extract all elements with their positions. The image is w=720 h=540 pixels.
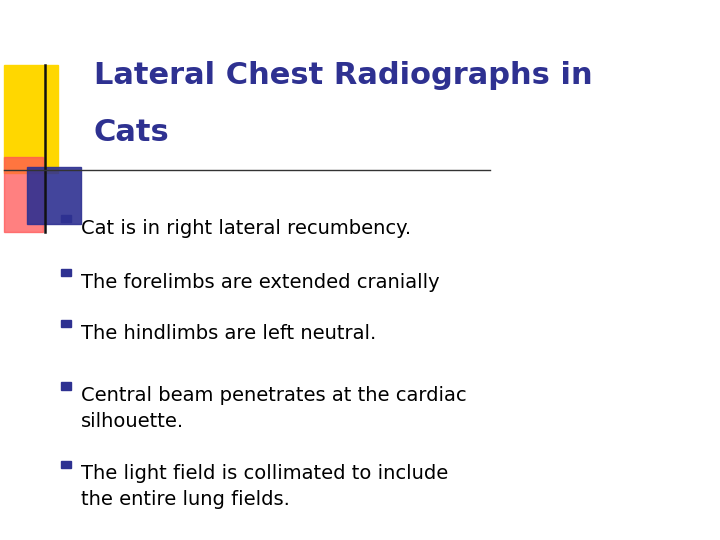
Text: The hindlimbs are left neutral.: The hindlimbs are left neutral. [81, 324, 376, 343]
Bar [61, 215, 71, 222]
Bar [4, 65, 58, 173]
Bar [4, 157, 43, 232]
Text: The forelimbs are extended cranially: The forelimbs are extended cranially [81, 273, 439, 292]
Text: Central beam penetrates at the cardiac
silhouette.: Central beam penetrates at the cardiac s… [81, 386, 467, 431]
Text: Cat is in right lateral recumbency.: Cat is in right lateral recumbency. [81, 219, 411, 238]
Bar [61, 461, 71, 468]
Text: Lateral Chest Radiographs in: Lateral Chest Radiographs in [94, 61, 593, 90]
Bar [27, 167, 81, 224]
Bar [61, 382, 71, 389]
Bar [61, 320, 71, 327]
Bar [61, 269, 71, 276]
Text: The light field is collimated to include
the entire lung fields.: The light field is collimated to include… [81, 464, 448, 509]
Text: Cats: Cats [94, 118, 169, 147]
